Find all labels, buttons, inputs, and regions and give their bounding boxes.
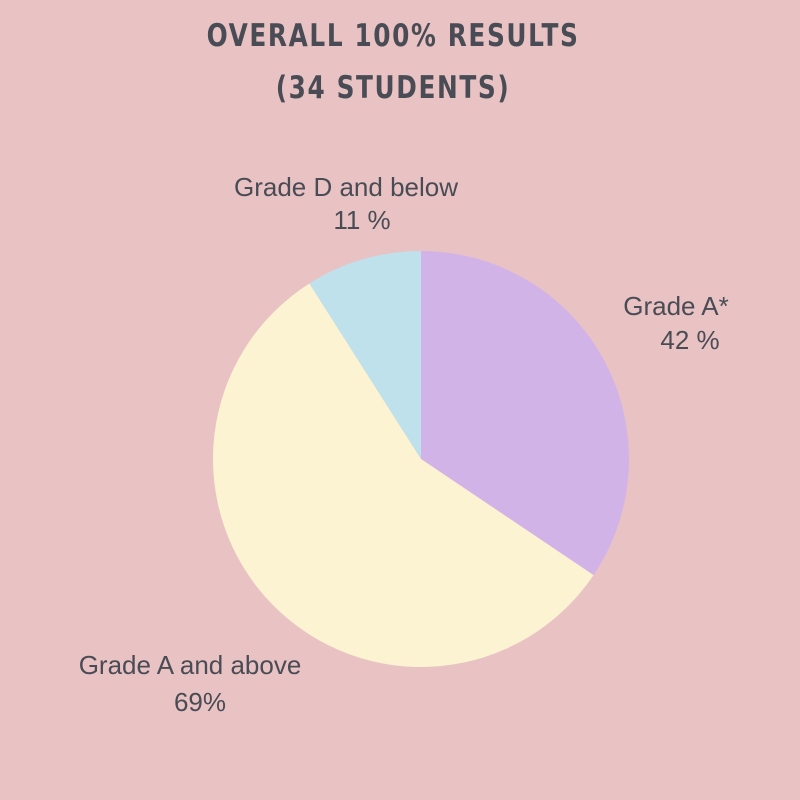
slice-name-grade-a-above: Grade A and above <box>78 650 302 680</box>
pie-slice-grade-d-and-below <box>309 251 421 459</box>
slice-name-grade-a-star: Grade A* <box>623 291 729 321</box>
chart-title-line-2: (34 STUDENTS) <box>275 70 511 106</box>
slice-label-grade-a-above: 69% <box>173 687 227 717</box>
pie-slice-grade-a <box>421 251 629 576</box>
slice-label-grade-a-star: 42 % <box>660 325 720 355</box>
pie-slice-grade-a-and-above <box>213 283 594 667</box>
chart-title-line-1: OVERALL 100% RESULTS <box>206 18 580 54</box>
slice-name-grade-d: Grade D and below <box>233 172 459 202</box>
slice-label-grade-d: 11 % <box>333 205 391 235</box>
